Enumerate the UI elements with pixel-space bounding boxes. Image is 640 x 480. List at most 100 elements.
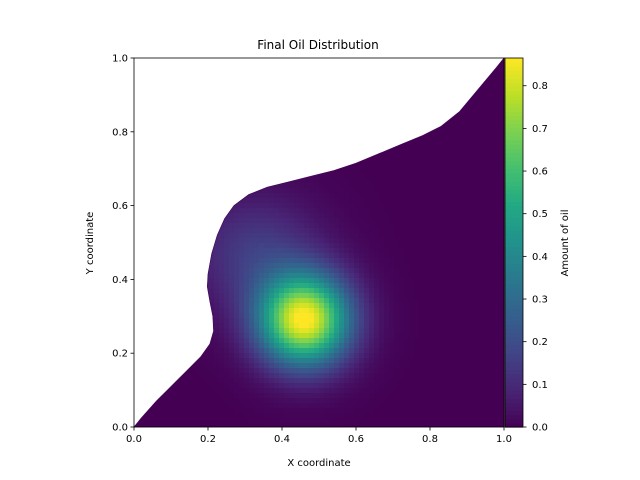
heatmap-cell [379,173,385,179]
heatmap-cell [369,178,375,184]
heatmap-cell [334,253,340,259]
heatmap-cell [224,298,230,304]
heatmap-cell [324,338,330,344]
heatmap-cell [419,403,425,409]
heatmap-cell [184,408,190,414]
heatmap-cell [369,348,375,354]
heatmap-cell [364,263,370,269]
heatmap-cell [409,318,415,324]
heatmap-cell [374,418,380,424]
heatmap-cell [434,188,440,194]
heatmap-cell [399,308,405,314]
heatmap-cell [294,373,300,379]
heatmap-cell [294,378,300,384]
heatmap-cell [324,378,330,384]
heatmap-cell [324,233,330,239]
heatmap-cell [364,418,370,424]
heatmap-cell [244,248,250,254]
heatmap-cell [244,393,250,399]
heatmap-cell [264,393,270,399]
heatmap-cell [244,423,250,427]
heatmap-cell [379,268,385,274]
heatmap-cell [414,333,420,339]
heatmap-cell [194,363,200,369]
heatmap-cell [409,308,415,314]
heatmap-cell [414,278,420,284]
heatmap-cell [314,203,320,209]
heatmap-cell [379,363,385,369]
heatmap-cell [439,393,445,399]
heatmap-cell [224,333,230,339]
heatmap-cell [289,303,295,309]
heatmap-cell [219,378,225,384]
heatmap-cell [459,278,465,284]
heatmap-cell [404,403,410,409]
heatmap-cell [394,328,400,334]
heatmap-cell [289,308,295,314]
heatmap-cell [294,263,300,269]
heatmap-cell [299,248,305,254]
heatmap-cell [299,363,305,369]
heatmap-cell [449,383,455,389]
heatmap-cell [404,278,410,284]
heatmap-cell [374,233,380,239]
heatmap-cell [299,398,305,404]
heatmap-cell [449,203,455,209]
heatmap-cell [249,368,255,374]
heatmap-cell [254,213,260,219]
heatmap-cell [419,408,425,414]
heatmap-cell [299,223,305,229]
heatmap-cell [404,203,410,209]
heatmap-cell [229,283,235,289]
heatmap-cell [384,233,390,239]
heatmap-cell [419,333,425,339]
heatmap-cell [304,318,310,324]
heatmap-cell [389,163,395,169]
heatmap-cell [254,208,260,214]
heatmap-cell [339,183,345,189]
heatmap-cell [304,253,310,259]
heatmap-cell [279,423,285,427]
heatmap-cell [459,253,465,259]
heatmap-cell [234,348,240,354]
heatmap-cell [334,368,340,374]
heatmap-cell [464,143,470,149]
heatmap-cell [334,188,340,194]
heatmap-cell [289,228,295,234]
heatmap-cell [439,298,445,304]
heatmap-cell [229,323,235,329]
heatmap-cell [379,308,385,314]
heatmap-cell [169,393,175,399]
heatmap-cell [234,398,240,404]
heatmap-cell [429,268,435,274]
heatmap-cell [404,173,410,179]
heatmap-cell [464,383,470,389]
heatmap-cell [219,313,225,319]
heatmap-cell [459,133,465,139]
heatmap-cell [224,423,230,427]
heatmap-cell [364,353,370,359]
heatmap-cell [429,418,435,424]
heatmap-cell [304,278,310,284]
heatmap-cell [399,418,405,424]
heatmap-cell [384,313,390,319]
heatmap-cell [364,213,370,219]
heatmap-cell [364,338,370,344]
heatmap-cell [454,163,460,169]
heatmap-cell [434,288,440,294]
heatmap-cell [279,383,285,389]
heatmap-cell [414,208,420,214]
heatmap-cell [394,148,400,154]
heatmap-cell [384,153,390,159]
heatmap-cell [339,318,345,324]
heatmap-cell [434,158,440,164]
heatmap-cell [439,303,445,309]
heatmap-cell [294,403,300,409]
heatmap-cell [239,258,245,264]
heatmap-cell [359,293,365,299]
heatmap-cell [409,338,415,344]
heatmap-cell [459,218,465,224]
heatmap-cell [249,348,255,354]
heatmap-cell [449,183,455,189]
heatmap-cell [259,283,265,289]
